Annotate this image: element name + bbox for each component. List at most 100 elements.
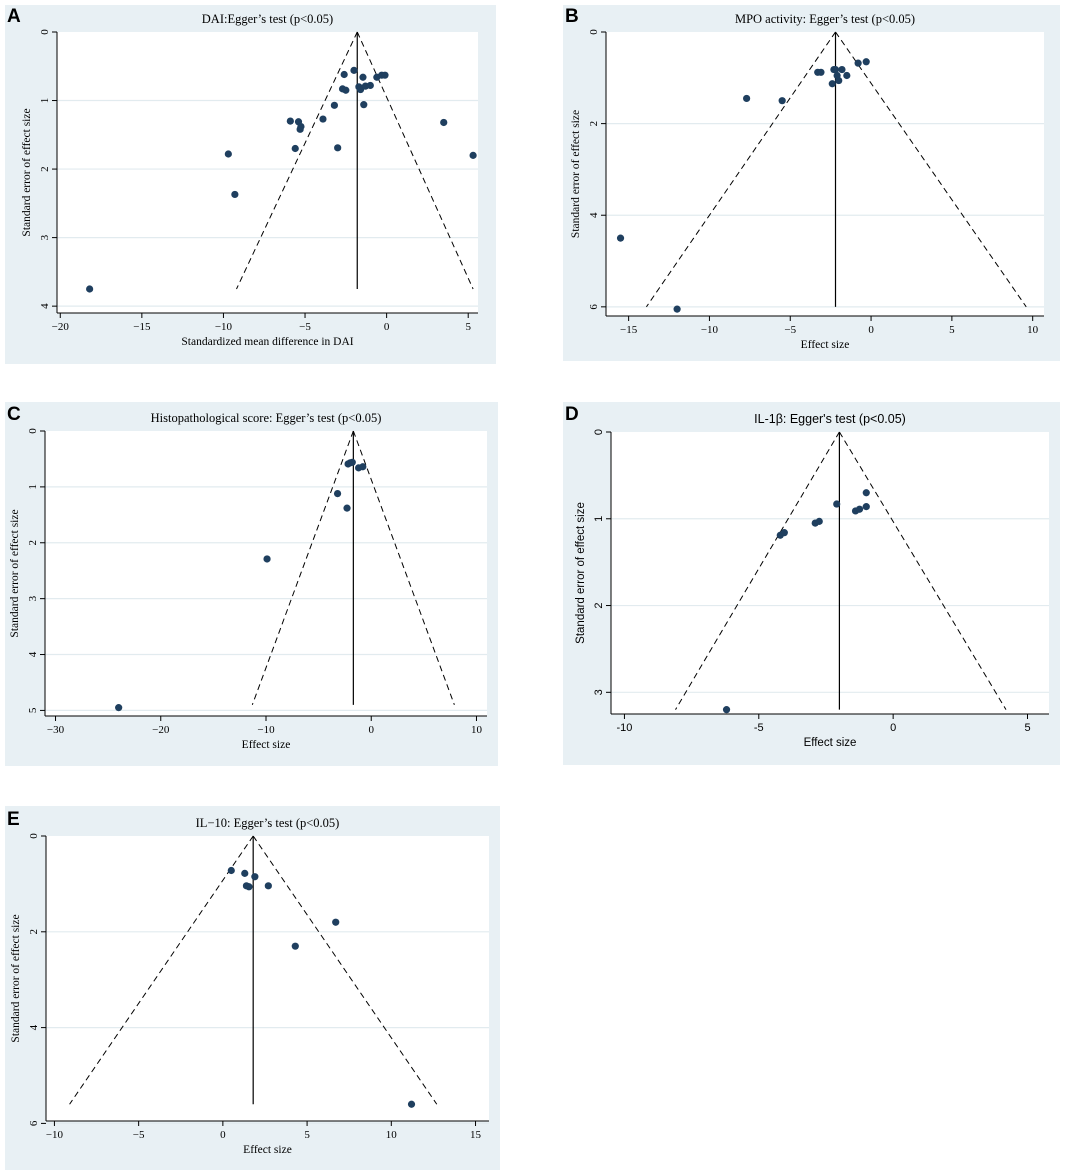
y-tick-label: 4 — [588, 212, 600, 218]
study-point — [780, 529, 788, 537]
x-axis-label: Effect size — [801, 339, 850, 351]
panel-b: B 0 2 4 6 −15 −10 −5 0 5 10 MPO activity: Egger’s … — [563, 5, 1060, 361]
funnel-right-line — [252, 835, 438, 1105]
study-point — [407, 1100, 416, 1108]
funnel-left-line — [236, 31, 358, 290]
plot-area — [57, 32, 478, 313]
x-tick-label: −30 — [47, 724, 65, 736]
x-axis-label: Effect size — [242, 739, 291, 751]
y-tick-label: 0 — [593, 429, 605, 435]
study-point — [251, 873, 259, 881]
study-point — [343, 504, 351, 512]
y-tick-label: 3 — [593, 689, 605, 695]
study-point — [817, 68, 825, 76]
panel-letter-a: A — [7, 6, 21, 27]
study-point — [264, 882, 272, 890]
study-point — [440, 118, 448, 127]
y-tick-label: 2 — [593, 602, 605, 608]
x-tick-label: 10 — [471, 724, 483, 736]
study-point — [241, 869, 249, 877]
y-tick-label: 4 — [39, 303, 51, 309]
y-tick-label: 6 — [28, 1120, 40, 1126]
study-point — [359, 73, 367, 81]
study-point — [862, 58, 870, 66]
y-tick-label: 0 — [588, 29, 600, 35]
study-point — [778, 97, 786, 105]
study-point — [86, 285, 94, 293]
y-tick-label: 3 — [39, 234, 51, 240]
panel-a: A 0 1 2 3 4 −20 −15 −10 −5 0 5 DAI:Egger’s test (p<… — [5, 5, 496, 364]
y-axis-label: Standard error of effect size — [21, 108, 33, 236]
y-axis-label: Standard error of effect size — [575, 502, 587, 644]
funnel-plot-e: 0 2 4 6 −10 −5 0 5 10 15 IL−10: Egger’s test (p<0.… — [10, 816, 489, 1156]
x-tick-label: 15 — [470, 1129, 482, 1141]
x-tick-label: 10 — [1027, 324, 1039, 336]
y-axis-label: Standard error of effect size — [570, 110, 582, 238]
study-point — [297, 122, 305, 131]
chart-title: IL-1β: Egger's test (p<0.05) — [754, 412, 906, 426]
x-tick-label: −20 — [52, 321, 70, 333]
x-tick-label: 0 — [890, 722, 896, 734]
study-point — [330, 101, 339, 109]
y-tick-label: 1 — [39, 98, 51, 104]
x-tick-label: 0 — [384, 321, 390, 333]
study-point — [263, 555, 271, 563]
x-tick-label: −5 — [784, 324, 796, 336]
x-tick-label: −5 — [133, 1129, 145, 1141]
study-point — [833, 500, 841, 508]
study-point — [381, 71, 389, 79]
y-tick-label: 0 — [28, 833, 40, 839]
y-tick-label: 2 — [588, 121, 600, 127]
y-tick-label: 2 — [27, 540, 39, 546]
funnel-right-line — [838, 431, 1007, 710]
study-point — [342, 86, 350, 94]
study-point — [340, 70, 348, 79]
panel-letter-e: E — [7, 809, 20, 830]
y-tick-label: 4 — [27, 651, 39, 657]
study-point — [291, 144, 299, 153]
study-point — [359, 463, 367, 471]
plot-area — [45, 431, 487, 716]
y-tick-label: 1 — [593, 516, 605, 522]
study-point — [231, 190, 239, 199]
x-tick-label: 5 — [1024, 722, 1030, 734]
funnel-left-line — [645, 31, 836, 308]
x-tick-label: 0 — [368, 724, 374, 736]
panel-letter-d: D — [565, 404, 579, 425]
y-tick-label: 2 — [39, 166, 51, 172]
x-axis-label: Standardized mean difference in DAI — [181, 336, 353, 348]
y-tick-label: 5 — [27, 707, 39, 713]
y-tick-label: 4 — [28, 1024, 40, 1030]
funnel-right-line — [835, 31, 1027, 308]
x-tick-label: -5 — [754, 722, 764, 734]
study-point — [319, 115, 327, 123]
study-point — [673, 305, 681, 313]
study-point — [333, 489, 342, 498]
x-tick-label: -10 — [616, 722, 632, 734]
x-tick-label: 5 — [949, 324, 955, 336]
funnel-plot-a: 0 1 2 3 4 −20 −15 −10 −5 0 5 DAI:Egger’s test (p<0.… — [21, 12, 478, 348]
study-point — [815, 517, 823, 525]
study-point — [360, 101, 368, 109]
x-tick-label: −15 — [620, 324, 638, 336]
study-point — [854, 59, 862, 67]
plot-area — [606, 32, 1044, 316]
funnel-right-line — [352, 430, 455, 705]
study-point — [245, 883, 253, 891]
y-tick-label: 0 — [39, 29, 51, 35]
study-point — [831, 65, 840, 74]
panel-letter-c: C — [7, 404, 21, 425]
x-tick-label: 0 — [220, 1129, 226, 1141]
study-point — [286, 117, 294, 125]
funnel-right-line — [356, 31, 474, 290]
x-tick-label: 10 — [386, 1129, 398, 1141]
study-point — [350, 66, 358, 74]
study-point — [291, 942, 299, 950]
x-tick-label: −10 — [46, 1129, 64, 1141]
y-tick-label: 0 — [27, 428, 39, 434]
study-point — [835, 76, 843, 85]
y-tick-label: 3 — [27, 595, 39, 601]
x-tick-label: −15 — [133, 321, 151, 333]
y-axis-label: Standard error of effect size — [9, 509, 21, 637]
study-point — [855, 505, 864, 513]
